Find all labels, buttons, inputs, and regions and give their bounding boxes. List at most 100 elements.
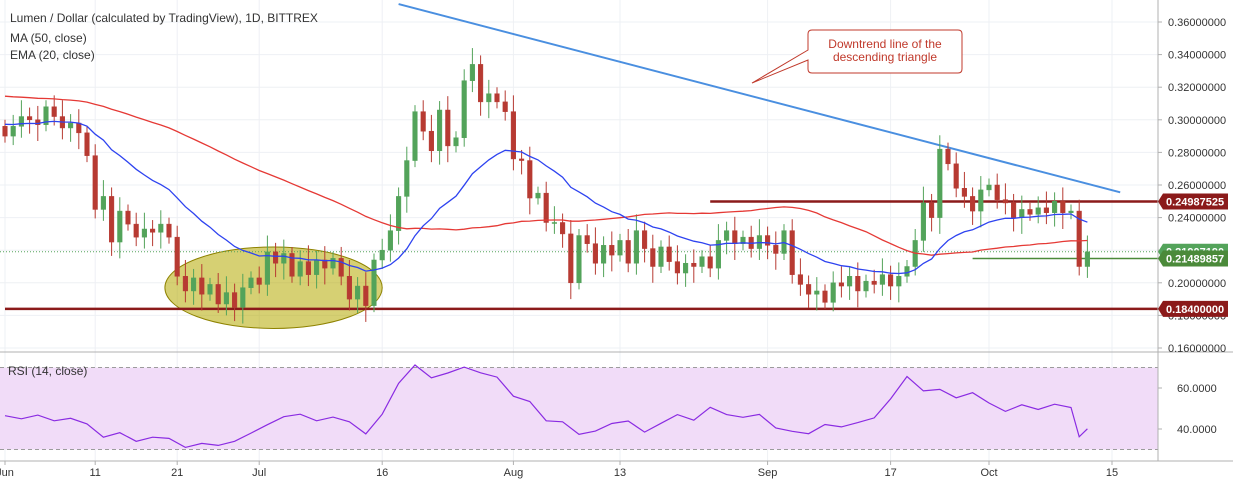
candle-body xyxy=(724,230,730,241)
candle-body xyxy=(248,277,254,288)
candle-body xyxy=(822,290,828,303)
candle-body xyxy=(1068,210,1074,213)
y-tick-label: 0.32000000 xyxy=(1168,82,1226,94)
candle-body xyxy=(674,261,680,274)
candle xyxy=(797,258,803,296)
candle xyxy=(27,107,33,134)
candle xyxy=(953,152,959,198)
candle xyxy=(125,204,131,231)
x-tick-label: 13 xyxy=(614,467,626,479)
rsi-y-tick-label: 60.0000 xyxy=(1177,383,1217,395)
candle xyxy=(871,269,877,294)
x-tick-label: 15 xyxy=(1106,467,1118,479)
candle-body xyxy=(2,126,8,137)
candle-body xyxy=(609,245,615,256)
candle xyxy=(412,105,418,168)
candle-body xyxy=(1027,209,1033,215)
candle-body xyxy=(76,122,82,134)
candle-body xyxy=(461,80,467,138)
candle-body xyxy=(35,119,41,125)
candle xyxy=(1027,202,1033,221)
candle-body xyxy=(379,249,385,261)
candle-body xyxy=(363,285,369,306)
candle xyxy=(838,266,844,298)
candle xyxy=(371,253,377,313)
candle-body xyxy=(1019,209,1025,218)
candle xyxy=(223,276,229,316)
candle xyxy=(576,229,582,290)
y-tick-label: 0.24000000 xyxy=(1168,213,1226,225)
candle xyxy=(1043,191,1049,225)
candle xyxy=(970,187,976,225)
candle-body xyxy=(830,282,836,303)
candle xyxy=(207,277,213,301)
candle xyxy=(461,69,467,147)
candle xyxy=(248,271,254,295)
candle xyxy=(945,142,951,171)
candle-body xyxy=(986,184,992,191)
price-label-box xyxy=(1158,193,1228,210)
candle xyxy=(617,233,623,262)
price-label-resistance: 0.24987525 xyxy=(1158,193,1228,210)
candle-body xyxy=(1052,201,1058,213)
candle-body xyxy=(1084,251,1090,267)
candle-body xyxy=(896,276,902,287)
candle-body xyxy=(150,228,156,233)
candle-body xyxy=(740,236,746,244)
rsi-line xyxy=(4,364,1088,449)
y-tick-label: 0.16000000 xyxy=(1168,343,1226,355)
candle-body xyxy=(100,196,106,210)
candle-body xyxy=(773,245,779,254)
chart-title: Lumen / Dollar (calculated by TradingVie… xyxy=(10,11,318,25)
x-tick-label: Jul xyxy=(252,467,266,479)
candle xyxy=(264,235,270,296)
candle-body xyxy=(305,261,311,275)
candle xyxy=(232,283,238,322)
candle-body xyxy=(10,126,16,137)
downtrend-line xyxy=(398,3,1121,194)
candle-body xyxy=(166,223,172,238)
candle-body xyxy=(699,256,705,267)
candle xyxy=(920,186,926,252)
y-tick-label: 0.26000000 xyxy=(1168,180,1226,192)
candle xyxy=(322,246,328,285)
candle xyxy=(109,187,115,256)
candle-body xyxy=(527,160,533,199)
candle xyxy=(199,264,205,311)
candle-body xyxy=(420,111,426,132)
candle xyxy=(1011,193,1017,232)
candle-body xyxy=(633,230,639,264)
candle xyxy=(773,231,779,270)
candle xyxy=(715,224,721,280)
candle-body xyxy=(666,246,672,262)
candle xyxy=(740,230,746,251)
candle xyxy=(592,227,598,275)
price-label-text: 0.18400000 xyxy=(1166,304,1224,316)
candle-body xyxy=(1043,207,1049,213)
candle-body xyxy=(1035,207,1041,215)
y-tick-label: 0.28000000 xyxy=(1168,147,1226,159)
candle xyxy=(847,267,853,300)
candle xyxy=(68,114,74,142)
candle xyxy=(1076,199,1082,276)
candle-body xyxy=(1011,202,1017,218)
candle-body xyxy=(576,235,582,284)
candle xyxy=(453,131,459,153)
x-tick-label: 16 xyxy=(376,467,388,479)
candle xyxy=(437,101,443,165)
candle-body xyxy=(404,160,410,197)
candle-body xyxy=(937,148,943,218)
candle xyxy=(158,210,164,249)
candle xyxy=(191,268,197,305)
candle-body xyxy=(929,202,935,218)
candle-body xyxy=(355,285,361,300)
candle xyxy=(346,259,352,311)
candle xyxy=(420,100,426,141)
candle xyxy=(330,251,336,275)
candle xyxy=(486,79,492,119)
candle xyxy=(297,250,303,286)
callout-box xyxy=(751,29,963,84)
candle xyxy=(182,259,188,303)
ma-legend: MA (50, close) xyxy=(10,31,87,45)
